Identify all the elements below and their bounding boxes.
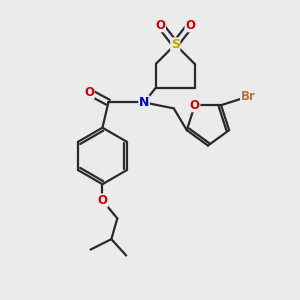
Text: O: O xyxy=(98,194,107,207)
Text: N: N xyxy=(139,96,149,109)
Text: O: O xyxy=(185,19,195,32)
Text: S: S xyxy=(171,38,180,51)
Text: O: O xyxy=(155,19,165,32)
Text: Br: Br xyxy=(241,90,256,103)
Text: O: O xyxy=(84,85,94,98)
Text: O: O xyxy=(190,99,200,112)
